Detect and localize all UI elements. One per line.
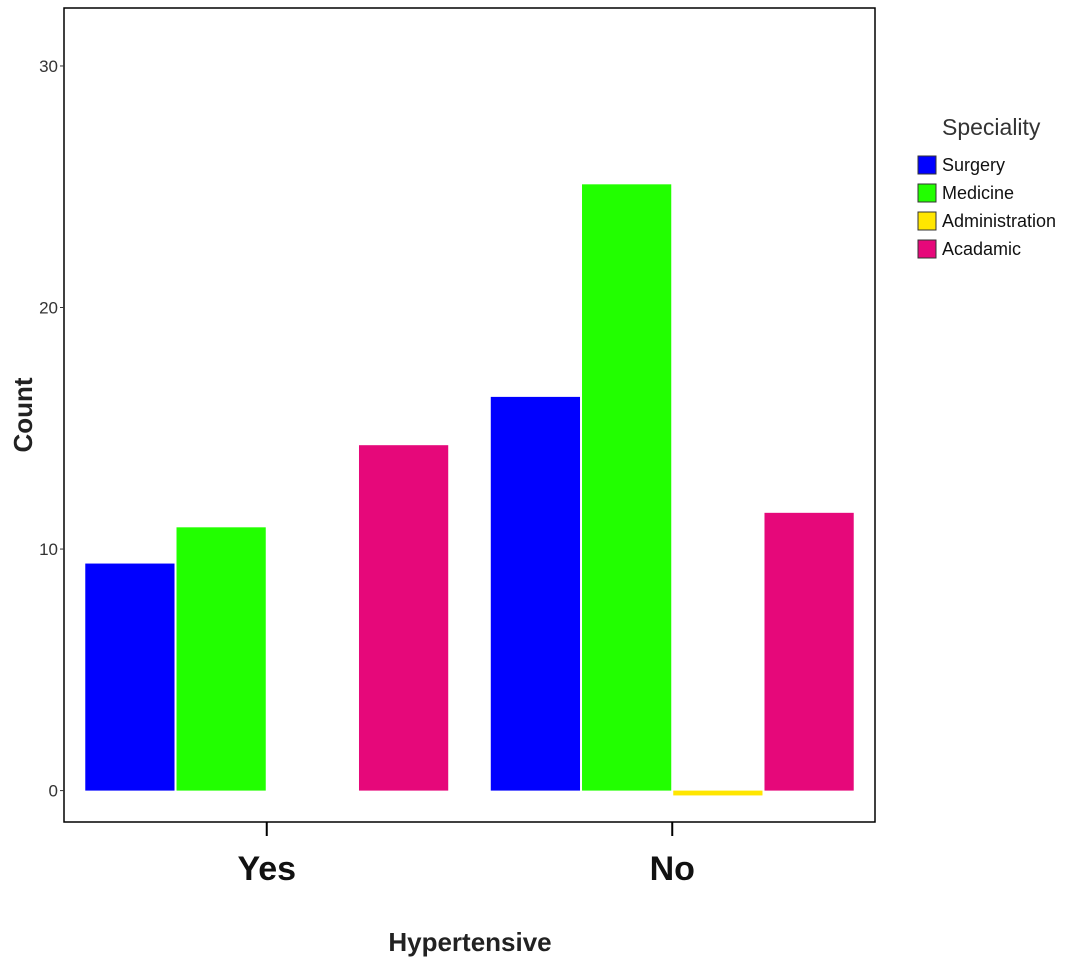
x-tick-label: Yes	[237, 850, 296, 888]
bars-layer	[85, 184, 854, 796]
x-tick-label: No	[650, 850, 695, 888]
bar-yes-medicine	[176, 527, 266, 791]
y-axis-title: Count	[8, 377, 38, 452]
legend-title: Speciality	[942, 114, 1041, 140]
y-tick-label: 30	[39, 57, 58, 76]
legend-label-administration: Administration	[942, 211, 1056, 231]
bar-no-administration	[673, 790, 763, 796]
bar-no-medicine	[582, 184, 672, 791]
x-axis-title: Hypertensive	[388, 927, 551, 957]
bar-no-acadamic	[764, 512, 854, 791]
legend-key-administration	[917, 211, 937, 231]
y-tick-label: 20	[39, 299, 58, 318]
legend-label-acadamic: Acadamic	[942, 239, 1021, 259]
bar-yes-surgery	[85, 563, 175, 791]
x-axis: Yes No	[237, 822, 695, 888]
y-tick-label: 10	[39, 540, 58, 559]
bar-yes-acadamic	[358, 445, 449, 791]
y-axis: 0 10 20 30	[39, 57, 64, 801]
bar-no-surgery	[490, 396, 581, 791]
plot-panel-border	[63, 7, 876, 823]
legend-key-acadamic	[917, 239, 937, 259]
legend-key-surgery	[917, 155, 937, 175]
legend-key-medicine	[917, 183, 937, 203]
legend: Speciality Surgery Medicine Administration…	[917, 114, 1056, 259]
legend-label-surgery: Surgery	[942, 155, 1005, 175]
y-tick-label: 0	[49, 782, 58, 801]
legend-label-medicine: Medicine	[942, 183, 1014, 203]
